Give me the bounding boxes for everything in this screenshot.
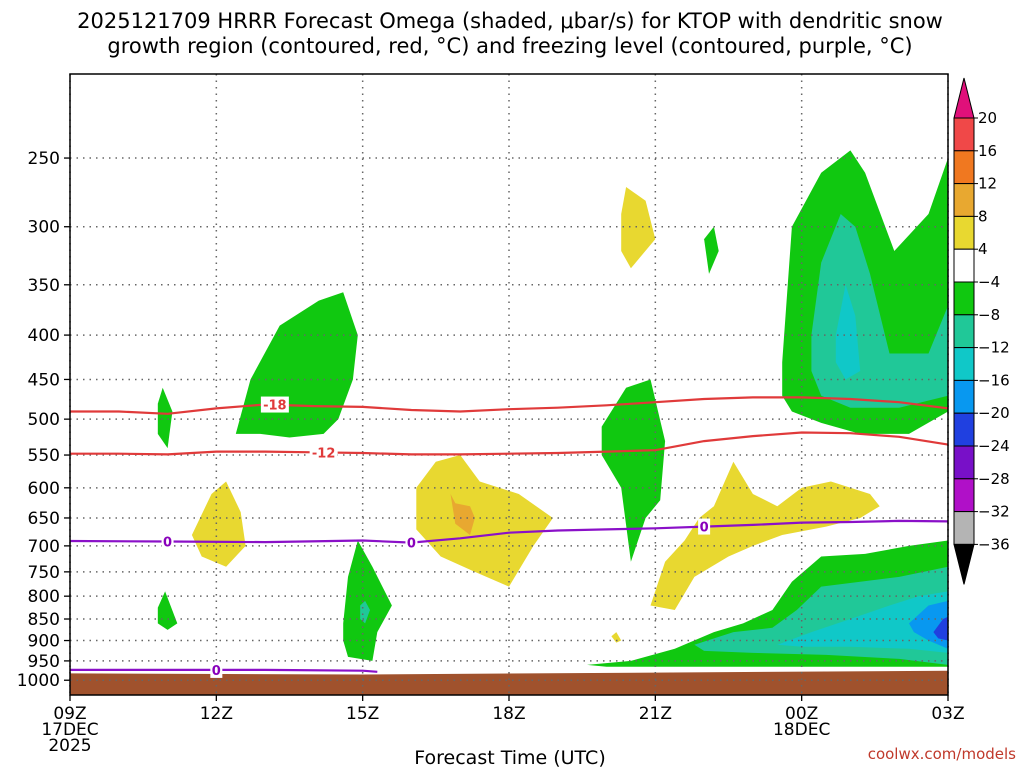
contour-label-bg-5 <box>210 661 223 678</box>
colorbar-label-2: 12 <box>978 175 997 193</box>
colorbar-bottom-triangle <box>953 543 975 585</box>
freezing-level-contour-0 <box>69 519 949 544</box>
y-tick-label-350: 350 <box>28 276 60 296</box>
dgz-contour--18-0 <box>70 396 949 415</box>
contour-label-5: 0 <box>212 664 221 679</box>
colorbar-label-11: −28 <box>978 470 1010 488</box>
omega-region-2 <box>157 591 178 630</box>
omega-region-12 <box>777 591 948 653</box>
colorbar-label-0: 20 <box>978 109 997 127</box>
omega-region-3 <box>343 540 392 661</box>
contour-label-bg-0 <box>260 396 289 413</box>
x-tick-label-15-0: 00Z <box>785 704 818 724</box>
y-tick-label-600: 600 <box>28 479 60 499</box>
colorbar-bin-5 <box>953 281 975 316</box>
colorbar-bin-4 <box>953 248 975 283</box>
colorbar-bin-12 <box>953 511 975 545</box>
colorbar-bin-11 <box>953 478 975 513</box>
colorbar-label-4: 4 <box>978 240 988 258</box>
colorbar-bin-9 <box>953 412 975 447</box>
colorbar-top-triangle <box>953 77 975 119</box>
omega-region-17 <box>450 494 475 535</box>
contour-label-bg-4 <box>698 518 711 535</box>
colorbar-label-1: 16 <box>978 142 997 160</box>
colorbar-label-6: −8 <box>978 306 1000 324</box>
x-tick-label-0-2: 2025 <box>48 736 91 756</box>
omega-region-6 <box>704 226 719 274</box>
omega-shading-layer <box>157 150 948 667</box>
chart-title-line-1: 2025121709 HRRR Forecast Omega (shaded, … <box>77 9 943 33</box>
contour-label-layer: -18 -12 0 0 0 0 <box>161 396 711 679</box>
omega-region-1 <box>157 387 173 449</box>
x-axis-label: Forecast Time (UTC) <box>414 747 605 768</box>
contour-label-0: -18 <box>263 399 287 414</box>
y-tick-label-450: 450 <box>28 370 60 390</box>
x-tick-label-15-1: 18DEC <box>773 720 830 740</box>
contour-label-bg-1 <box>309 444 338 461</box>
contour-layer <box>69 396 949 673</box>
colorbar-label-3: 8 <box>978 207 988 225</box>
y-axis: 2503003504004505005506006507007508008509… <box>17 149 70 691</box>
colorbar-label-5: −4 <box>978 273 1000 291</box>
y-tick-label-950: 950 <box>28 652 60 672</box>
omega-region-4 <box>360 600 370 624</box>
contour-label-2: 0 <box>163 536 172 551</box>
y-tick-label-650: 650 <box>28 509 60 529</box>
omega-region-15 <box>191 481 246 567</box>
x-tick-label-0-1: 17DEC <box>41 720 98 740</box>
colorbar-bin-6 <box>953 314 975 349</box>
ground-layer <box>70 670 948 695</box>
contour-label-3: 0 <box>407 537 416 552</box>
contour-label-bg-3 <box>405 534 418 551</box>
ground-surface <box>70 670 948 695</box>
x-tick-label-12-0: 21Z <box>639 704 672 724</box>
y-tick-label-550: 550 <box>28 446 60 466</box>
y-tick-label-1000: 1000 <box>17 671 60 691</box>
x-tick-label-9-0: 18Z <box>492 704 525 724</box>
y-tick-label-750: 750 <box>28 563 60 583</box>
y-tick-label-850: 850 <box>28 610 60 630</box>
colorbar-bin-1 <box>953 150 975 185</box>
x-tick-label-3-0: 12Z <box>200 704 233 724</box>
colorbar-label-13: −36 <box>978 535 1010 553</box>
x-tick-label-18-0: 03Z <box>931 704 964 724</box>
omega-region-18 <box>621 187 656 269</box>
chart-title-line-2: growth region (contoured, red, °C) and f… <box>107 34 912 58</box>
colorbar: 20 16 12 8 4 −4 −8 −12 −16 −20 −24 −28 −32 −36 <box>953 77 1010 585</box>
y-tick-label-500: 500 <box>28 410 60 430</box>
y-tick-label-300: 300 <box>28 218 60 238</box>
y-tick-label-400: 400 <box>28 326 60 346</box>
contour-label-bg-2 <box>161 533 174 550</box>
colorbar-bin-2 <box>953 183 975 217</box>
dgz-contour--12-1 <box>70 431 949 456</box>
colorbar-bin-3 <box>953 215 975 250</box>
colorbar-label-10: −24 <box>978 437 1010 455</box>
colorbar-bin-10 <box>953 445 975 480</box>
colorbar-label-7: −12 <box>978 339 1010 357</box>
omega-region-20 <box>611 632 622 643</box>
y-tick-label-900: 900 <box>28 632 60 652</box>
y-tick-label-250: 250 <box>28 149 60 169</box>
omega-region-9 <box>835 284 861 380</box>
credit-text: coolwx.com/models <box>868 745 1016 763</box>
x-tick-label-0-0: 09Z <box>53 704 86 724</box>
contour-label-4: 0 <box>700 521 709 536</box>
omega-region-16 <box>416 455 553 587</box>
y-tick-label-800: 800 <box>28 587 60 607</box>
colorbar-bin-7 <box>953 347 975 381</box>
omega-region-5 <box>601 379 666 562</box>
colorbar-bin-0 <box>953 117 975 152</box>
colorbar-label-8: −16 <box>978 371 1010 389</box>
omega-region-19 <box>650 461 880 610</box>
omega-region-14 <box>933 616 948 641</box>
x-tick-label-6-0: 15Z <box>346 704 379 724</box>
colorbar-label-12: −32 <box>978 503 1010 521</box>
colorbar-label-9: −20 <box>978 404 1010 422</box>
freezing-level-contour-1 <box>70 668 378 673</box>
y-tick-label-700: 700 <box>28 537 60 557</box>
colorbar-bin-8 <box>953 379 975 414</box>
contour-label-1: -12 <box>312 446 336 461</box>
